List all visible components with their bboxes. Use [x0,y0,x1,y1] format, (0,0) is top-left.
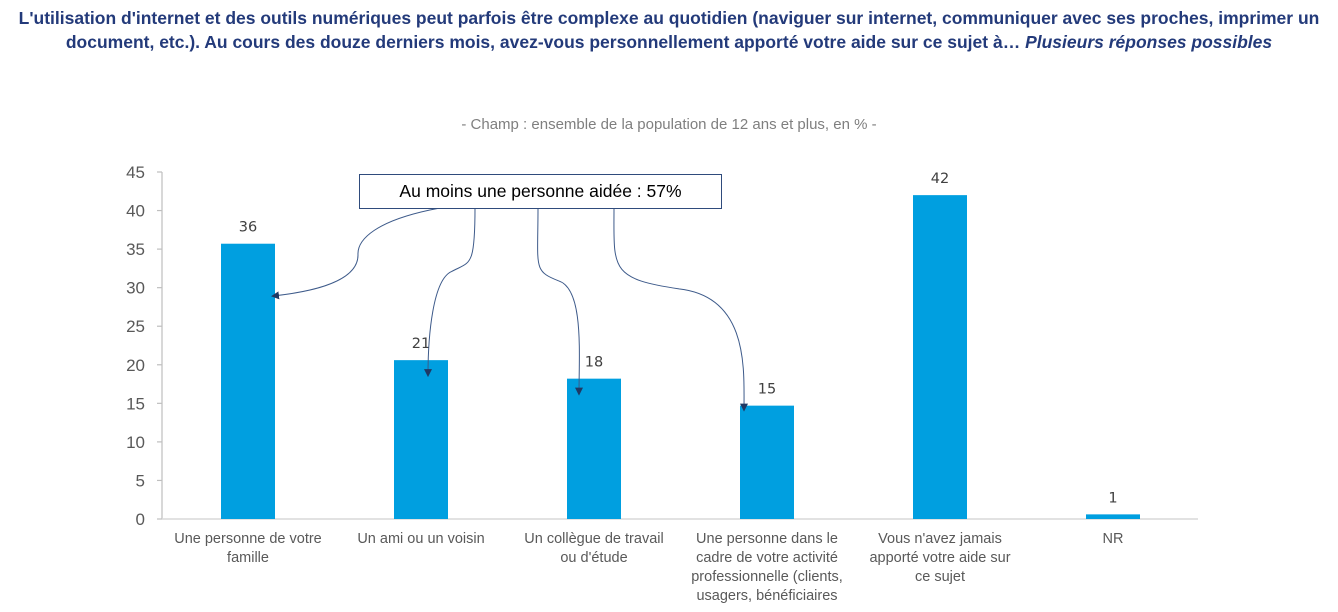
data-label: 18 [585,355,603,371]
x-category-label-line: Un ami ou un voisin [357,531,485,547]
x-category-label: Une personne dans le cadre de votre activ… [677,530,857,606]
x-category-label-line: ce sujet [915,569,965,585]
data-labels: 36 21 18 15 42 1 [239,171,1118,506]
x-category-label: Un ami ou un voisin [331,530,511,549]
annotation-connector-arrow [271,207,441,300]
annotation-box: Au moins une personne aidée : 57% [359,174,722,209]
x-category-label-line: Vous n'avez jamais [878,531,1002,547]
bar [913,195,967,519]
annotation-connector-arrow [424,207,476,378]
annotation-connectors [271,207,749,412]
x-category-label: Une personne de votre famille [158,530,338,568]
y-tick-label: 10 [126,433,145,452]
x-category-label-line: ou d'étude [560,550,628,566]
x-category-label-line: Une personne dans le [696,531,838,547]
y-tick-label: 25 [126,317,145,336]
bar [1086,514,1140,519]
x-category-label-line: Un collègue de travail [524,531,664,547]
y-tick-label: 35 [126,240,145,259]
data-label: 1 [1108,490,1117,506]
bar [567,378,621,519]
chart-title-main: L'utilisation d'internet et des outils n… [18,8,1320,52]
y-tick-label: 20 [126,356,145,375]
y-tick-label: 30 [126,279,145,298]
data-label: 21 [412,336,430,352]
bar [394,360,448,519]
bar [740,405,794,519]
bars [221,195,1140,520]
annotation-connector-arrow [613,207,749,412]
annotation-connector-arrow [537,207,584,396]
chart-title-italic: Plusieurs réponses possibles [1025,32,1273,52]
x-category-label-line: Une personne de votre [174,531,322,547]
y-tick-label: 40 [126,202,145,221]
x-category-label: Vous n'avez jamais apporté votre aide sur… [850,530,1030,587]
y-tick-label: 5 [136,471,145,490]
x-category-label-line: usagers, bénéficiaires [696,588,838,604]
bar [221,243,275,520]
x-category-label-line: professionnelle (clients, [691,569,843,585]
y-tick-label: 0 [136,510,145,529]
x-category-label: Un collègue de travail ou d'étude [504,530,684,568]
y-tick-label: 15 [126,394,145,413]
chart-title: L'utilisation d'internet et des outils n… [0,6,1338,54]
x-category-label-line: cadre de votre activité [696,550,838,566]
chart-subtitle: - Champ : ensemble de la population de 1… [461,116,877,133]
x-category-label: NR [1023,530,1203,549]
x-category-label-line: famille [227,550,269,566]
data-label: 42 [931,171,949,187]
x-category-label-line: apporté votre aide sur [869,550,1011,566]
data-label: 36 [239,220,257,236]
data-label: 15 [758,382,776,398]
y-tick-label: 45 [126,163,145,182]
x-category-label-line: NR [1102,531,1124,547]
y-axis: 0 5 10 15 20 25 30 35 40 45 [126,163,163,529]
